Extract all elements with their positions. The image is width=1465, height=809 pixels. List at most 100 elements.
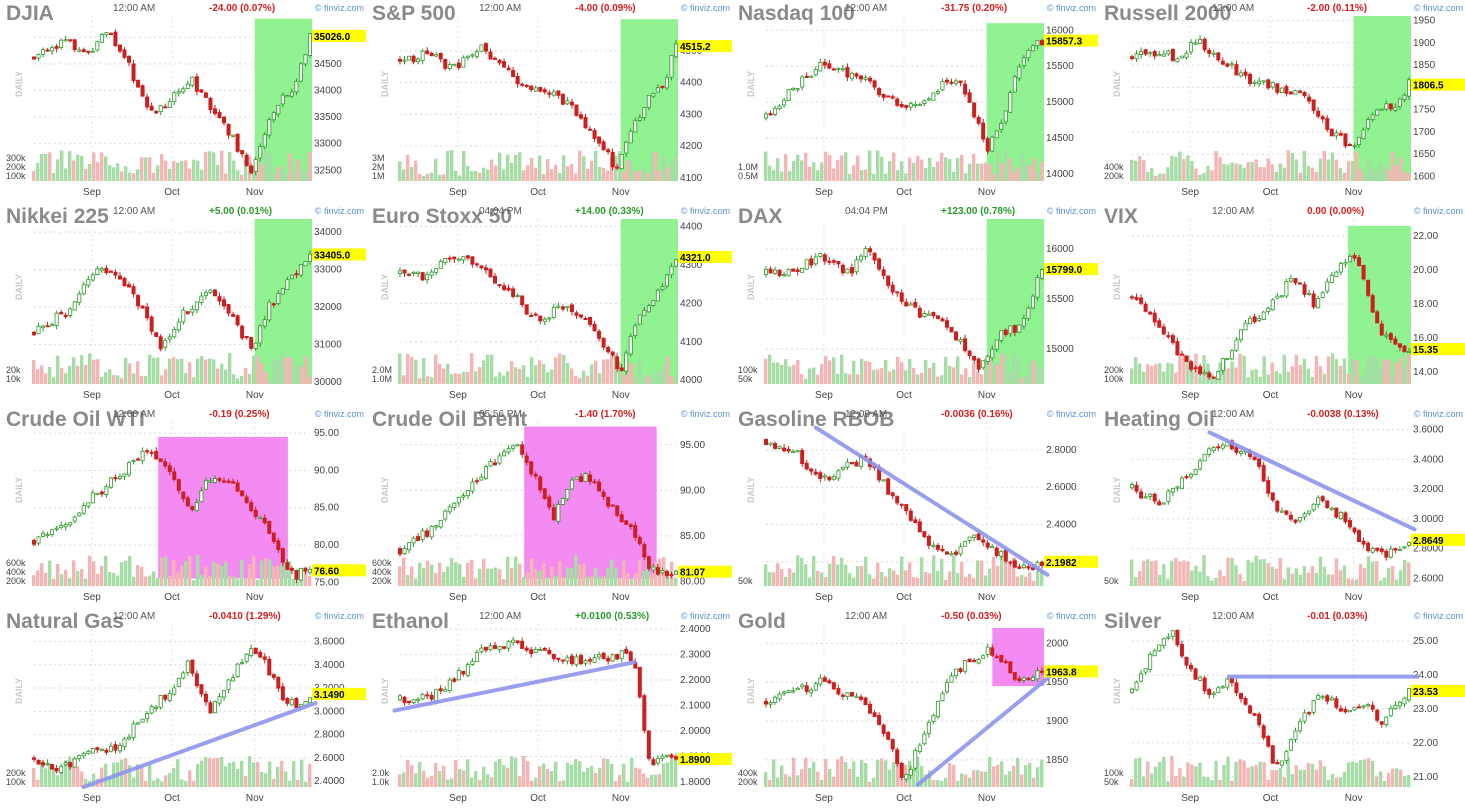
- finviz-brand[interactable]: © finviz.com: [314, 206, 364, 216]
- candle-body: [615, 356, 620, 370]
- finviz-brand[interactable]: © finviz.com: [1046, 3, 1096, 13]
- finviz-brand[interactable]: © finviz.com: [680, 611, 730, 621]
- finviz-brand[interactable]: © finviz.com: [1046, 611, 1096, 621]
- chart-panel[interactable]: 16000 15500 15000 14500 14000 Sep Oct Nov 1.0M 0.…: [732, 0, 1098, 203]
- chart-panel[interactable]: 3.6000 3.4000 3.2000 3.0000 2.8000 2.6000 Sep O…: [1098, 406, 1465, 608]
- candle-body: [1170, 49, 1175, 62]
- candle-body: [1316, 695, 1321, 700]
- y-tick-label: 16000: [1046, 244, 1074, 255]
- candle-body: [624, 352, 629, 372]
- candle-body: [506, 641, 511, 649]
- volume-tick-label: 600k: [6, 558, 26, 568]
- candle-body: [538, 86, 543, 92]
- candle-body: [1302, 91, 1307, 97]
- chart-panel[interactable]: 34000 33000 32000 31000 30000 Sep Oct Nov 20k 10k…: [0, 203, 366, 406]
- volume-bar: [594, 772, 598, 787]
- chart-panel[interactable]: 2.80002.60002.40002.2000SepOctNov50k2.19…: [732, 406, 1098, 608]
- candle-body: [502, 285, 507, 291]
- candle-body: [922, 312, 927, 318]
- chart-panel[interactable]: 3.60003.40003.20003.00002.80002.60002.40…: [0, 608, 366, 809]
- chart-change: -0.01 (0.03%): [1307, 611, 1368, 622]
- candle-body: [1017, 678, 1022, 682]
- volume-bar: [482, 167, 486, 181]
- candle-body: [1352, 144, 1357, 147]
- volume-bar: [780, 364, 784, 384]
- finviz-brand[interactable]: © finviz.com: [1413, 611, 1463, 621]
- volume-bar: [864, 360, 868, 384]
- volume-bar: [780, 765, 784, 787]
- candle-body: [217, 696, 222, 704]
- candle-body: [63, 314, 68, 318]
- finviz-brand[interactable]: © finviz.com: [680, 206, 730, 216]
- chart-panel[interactable]: 95.00 90.00 85.00 80.00 75.00 Sep Oct Nov 600k 40…: [0, 406, 366, 608]
- chart-panel[interactable]: 2000 1950 1900 1850 Sep Oct Nov 400k 200k 1963.8 G…: [732, 608, 1098, 809]
- volume-bar: [216, 757, 220, 787]
- chart-panel[interactable]: 16000 15500 15000 Sep Oct Nov 100k 50k 15799.0 DA…: [732, 203, 1098, 406]
- volume-bar: [566, 567, 570, 586]
- candle-body: [791, 450, 796, 453]
- finviz-brand[interactable]: © finviz.com: [680, 3, 730, 13]
- candle-body: [637, 314, 642, 325]
- finviz-brand[interactable]: © finviz.com: [314, 611, 364, 621]
- volume-bar: [844, 564, 848, 586]
- volume-bar: [784, 774, 788, 787]
- candle-body: [1402, 697, 1407, 705]
- volume-bar: [1000, 761, 1004, 787]
- volume-bar: [454, 760, 458, 787]
- volume-bar: [92, 152, 96, 181]
- candle-body: [208, 480, 213, 483]
- volume-bar: [426, 376, 430, 384]
- volume-bar: [1262, 167, 1266, 181]
- volume-bar: [184, 372, 188, 384]
- y-tick-label: 75.00: [314, 577, 339, 588]
- volume-bar: [816, 771, 820, 787]
- timeframe-label: DAILY: [14, 677, 24, 704]
- candle-body: [1343, 512, 1348, 523]
- finviz-brand[interactable]: © finviz.com: [314, 409, 364, 419]
- finviz-brand[interactable]: © finviz.com: [1046, 409, 1096, 419]
- volume-bar: [418, 378, 422, 384]
- candle-body: [54, 527, 59, 530]
- x-tick-label: Oct: [1263, 187, 1279, 198]
- volume-bar: [546, 577, 550, 586]
- volume-bar: [828, 769, 832, 787]
- chart-panel[interactable]: 4400 4300 4200 4100 4000 Sep Oct Nov 2.0M 1.0M 432…: [366, 203, 732, 406]
- finviz-brand[interactable]: © finviz.com: [1413, 3, 1463, 13]
- candle-body: [1311, 99, 1316, 111]
- volume-bar: [972, 577, 976, 586]
- volume-bar: [1354, 151, 1359, 181]
- candle-body: [447, 257, 452, 260]
- candle-body: [285, 279, 290, 291]
- volume-bar: [244, 578, 248, 586]
- chart-panel[interactable]: 45004400430042004100SepOctNov3M2M1M4515.…: [366, 0, 732, 203]
- volume-bar: [1407, 173, 1411, 181]
- volume-bar: [418, 562, 422, 586]
- chart-panel[interactable]: 25.00 24.00 23.00 22.00 21.00 Sep Oct Nov 100k 50…: [1098, 608, 1465, 809]
- finviz-brand[interactable]: © finviz.com: [314, 3, 364, 13]
- volume-bar: [1166, 167, 1170, 181]
- volume-bar: [1202, 173, 1206, 181]
- chart-panel[interactable]: 95.00 90.00 85.00 80.00 Sep Oct Nov 600k 400k 200…: [366, 406, 732, 608]
- candle-body: [1211, 52, 1216, 55]
- chart-panel[interactable]: 2.40002.30002.20002.10002.00001.90001.80…: [366, 608, 732, 809]
- candle-body: [411, 271, 416, 274]
- chart-panel[interactable]: 350003450034000335003300032500SepOctNov3…: [0, 0, 366, 203]
- volume-bar: [1350, 579, 1355, 586]
- volume-bar: [450, 374, 454, 384]
- x-tick-label: Oct: [896, 592, 912, 603]
- chart-panel[interactable]: 19501900185018001750170016501600SepOctNo…: [1098, 0, 1465, 203]
- chart-panel[interactable]: 22.00 20.00 18.00 16.00 14.00 Sep Oct Nov 200k 10…: [1098, 203, 1465, 406]
- y-tick-label: 1950: [1413, 15, 1436, 26]
- finviz-brand[interactable]: © finviz.com: [680, 409, 730, 419]
- chart-change: +123.00 (0.78%): [941, 206, 1016, 217]
- finviz-brand[interactable]: © finviz.com: [1046, 206, 1096, 216]
- y-tick-label: 2.8000: [1413, 544, 1444, 555]
- candle-body: [944, 551, 949, 555]
- candle-body: [890, 284, 895, 293]
- finviz-brand[interactable]: © finviz.com: [1413, 409, 1463, 419]
- y-tick-label: 85.00: [314, 503, 339, 514]
- candle-body: [72, 758, 77, 768]
- finviz-brand[interactable]: © finviz.com: [1413, 206, 1463, 216]
- volume-bar: [132, 173, 136, 181]
- candle-body: [565, 100, 570, 105]
